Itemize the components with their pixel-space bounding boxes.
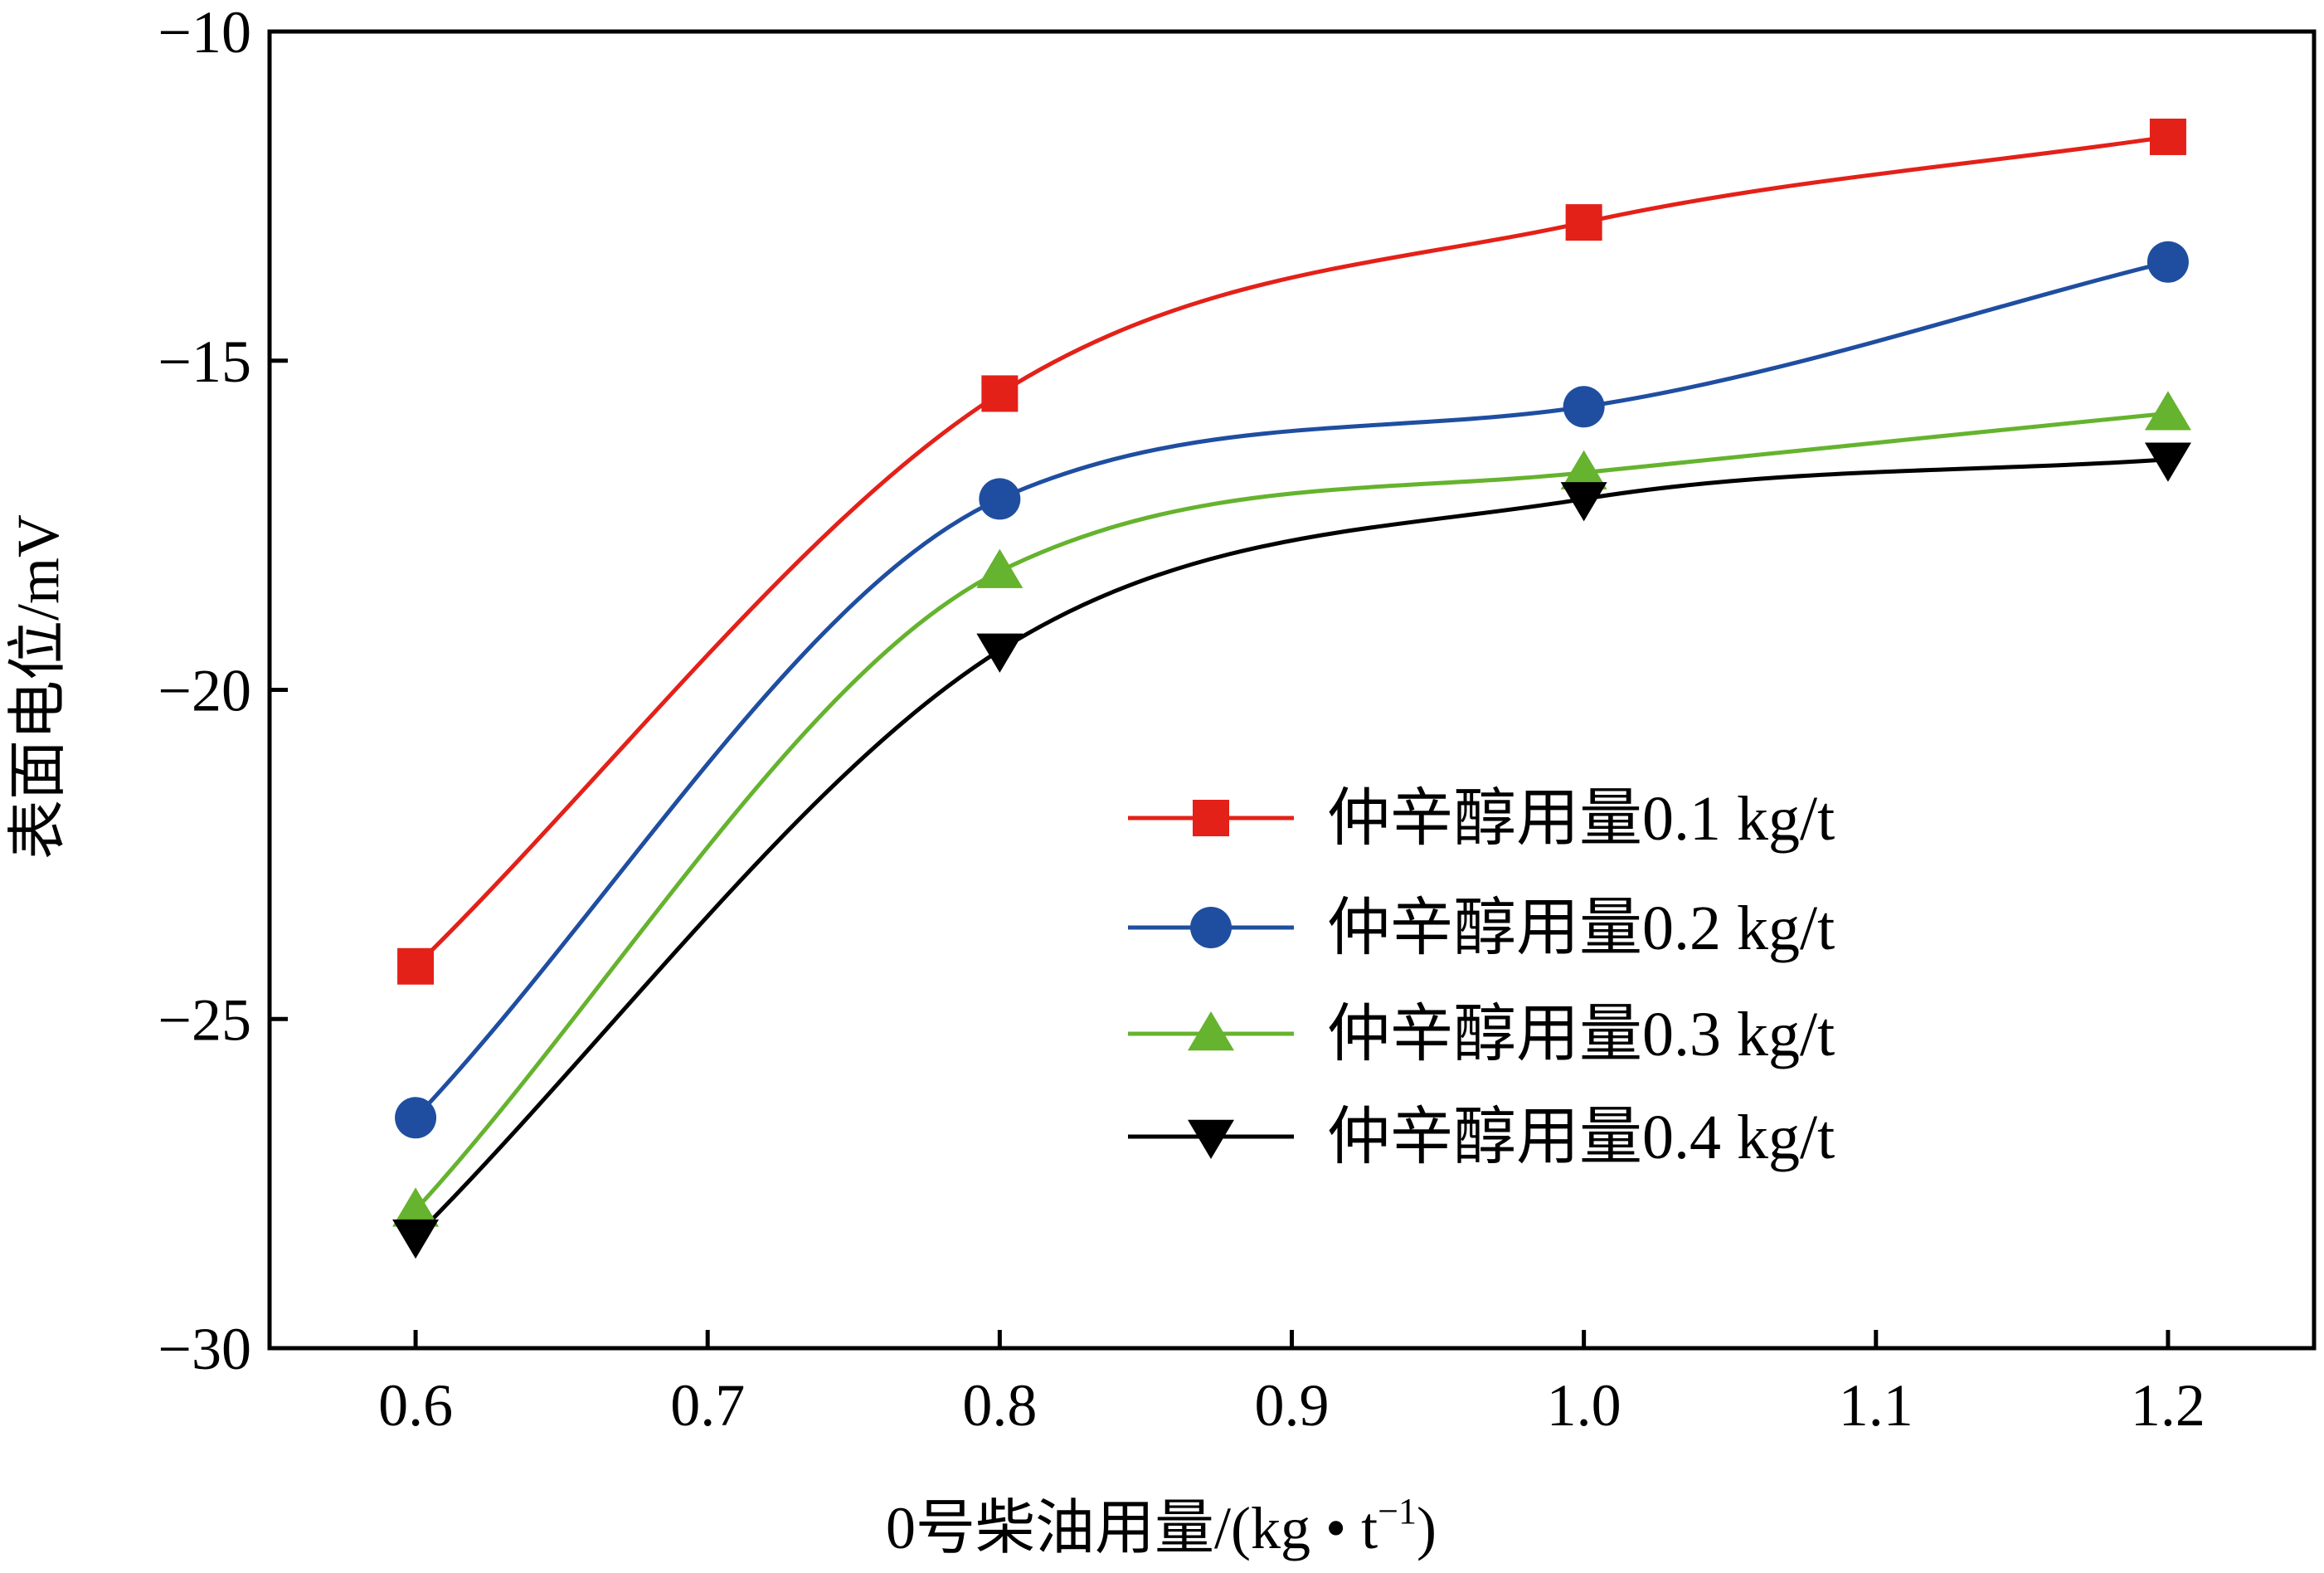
data-point-series-4 xyxy=(392,1219,440,1259)
series-lines xyxy=(414,134,2169,1238)
x-tick-label: 0.6 xyxy=(378,1372,453,1439)
legend-label-1: 仲辛醇用量0.1 kg/t xyxy=(1327,784,1835,854)
y-tick-label: −20 xyxy=(158,658,251,724)
data-point-series-2 xyxy=(2147,241,2189,283)
plot-area xyxy=(267,29,2317,1351)
data-point-series-4 xyxy=(2144,442,2191,482)
y-tick-label: −30 xyxy=(158,1316,251,1382)
x-tick-label: 1.2 xyxy=(2131,1372,2205,1439)
x-axis-title: 0号柴油用量/(kg • t−1) xyxy=(886,1491,1437,1561)
legend-label-3: 仲辛醇用量0.3 kg/t xyxy=(1327,1000,1835,1069)
legend-marker-4 xyxy=(1188,1119,1234,1159)
legend-label-4: 仲辛醇用量0.4 kg/t xyxy=(1327,1103,1835,1172)
series-markers xyxy=(392,118,2191,1259)
x-axis-title-close: ) xyxy=(1417,1495,1437,1561)
x-tick-label: 0.7 xyxy=(670,1372,745,1439)
y-tick-label: −10 xyxy=(158,0,251,66)
data-point-series-3 xyxy=(1560,450,1607,489)
data-point-series-1 xyxy=(981,375,1019,412)
series-line-4 xyxy=(414,457,2169,1238)
y-tick-label: −15 xyxy=(158,329,251,395)
data-point-series-1 xyxy=(2149,118,2186,155)
legend-marker-1 xyxy=(1193,800,1229,836)
data-point-series-2 xyxy=(1563,386,1605,428)
x-tick-label: 1.0 xyxy=(1547,1372,1621,1439)
data-point-series-3 xyxy=(2144,391,2191,431)
legend: 仲辛醇用量0.1 kg/t 仲辛醇用量0.2 kg/t 仲辛醇用量0.3 kg/t 仲… xyxy=(1128,784,1835,1172)
x-tick-label: 0.9 xyxy=(1255,1372,1330,1439)
legend-marker-3 xyxy=(1188,1011,1234,1051)
y-axis-title: 表面电位/mV xyxy=(5,514,71,860)
series-line-2 xyxy=(414,260,2169,1119)
data-point-series-4 xyxy=(1560,482,1607,522)
y-tick-label: −25 xyxy=(158,986,251,1053)
data-point-series-4 xyxy=(976,633,1023,673)
plot-frame xyxy=(267,29,2317,1351)
data-point-series-2 xyxy=(395,1097,437,1139)
x-axis: 0.6 0.7 0.8 0.9 1.0 1.1 1.2 xyxy=(378,1330,2205,1439)
data-point-series-1 xyxy=(1565,204,1602,241)
data-point-series-1 xyxy=(397,947,435,985)
series-line-1 xyxy=(414,134,2169,968)
x-axis-title-main: 0号柴油用量/(kg • t xyxy=(886,1495,1378,1561)
legend-marker-2 xyxy=(1190,907,1232,948)
legend-label-2: 仲辛醇用量0.2 kg/t xyxy=(1327,894,1835,963)
y-axis: −10 −15 −20 −25 −30 xyxy=(158,0,288,1382)
series-line-3 xyxy=(414,411,2169,1212)
x-tick-label: 1.1 xyxy=(1839,1372,1913,1439)
data-point-series-3 xyxy=(392,1187,440,1227)
data-point-series-2 xyxy=(979,478,1021,520)
x-axis-title-superscript: −1 xyxy=(1378,1491,1417,1532)
data-point-series-3 xyxy=(976,548,1023,588)
x-tick-label: 0.8 xyxy=(962,1372,1037,1439)
